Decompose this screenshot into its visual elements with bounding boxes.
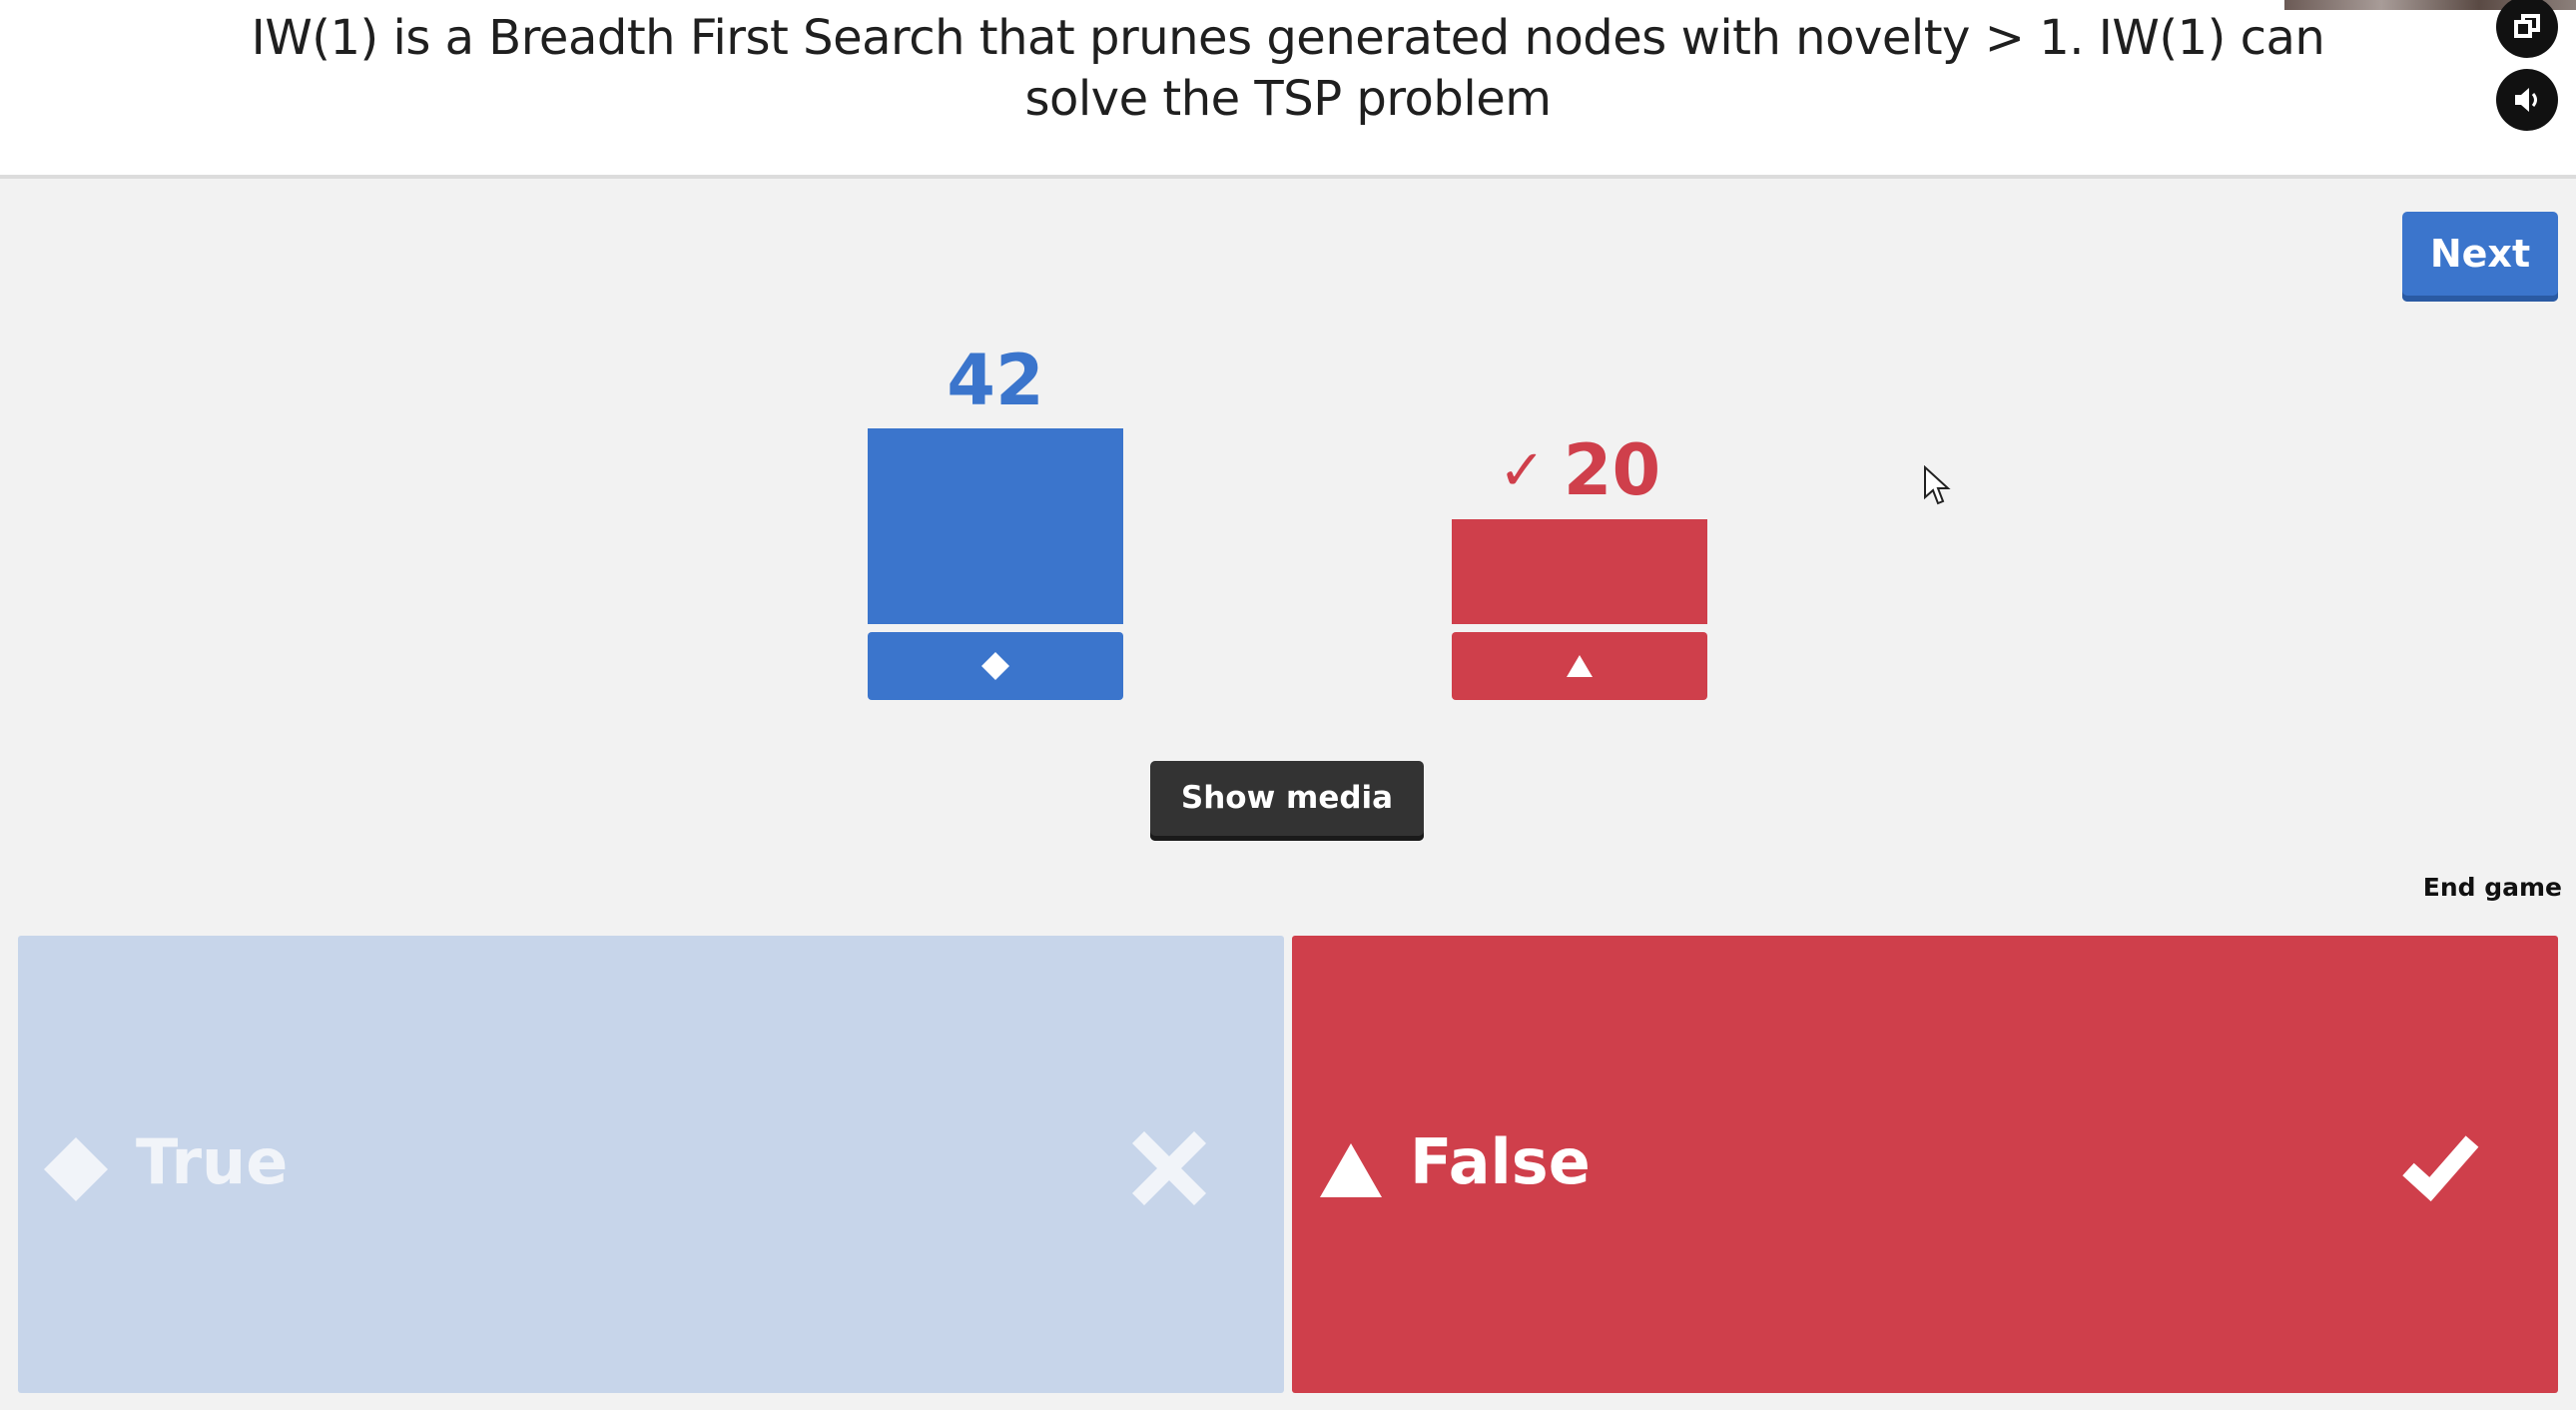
speaker-icon [2515,88,2537,112]
true-result-bar [868,428,1123,624]
webcam-thumbnail [2284,0,2576,10]
triangle-icon [1567,655,1593,677]
sound-button[interactable] [2496,69,2558,131]
diamond-icon [44,1137,108,1201]
answer-true[interactable]: True [18,936,1284,1393]
fullscreen-icon [2514,14,2540,38]
answer-true-label: True [136,1125,289,1198]
next-button[interactable]: Next [2402,212,2558,302]
answer-false[interactable]: False [1292,936,2558,1393]
incorrect-x-icon [1132,1131,1206,1205]
show-media-button[interactable]: Show media [1150,761,1424,841]
true-count: 42 [947,340,1044,421]
true-bar-base [868,632,1123,700]
false-count-group: ✓ 20 [1452,425,1707,515]
mouse-cursor-icon [1924,465,1951,505]
false-bar-base [1452,632,1707,700]
answer-false-label: False [1410,1125,1591,1198]
correct-check-icon [2402,1135,2479,1202]
end-game-link[interactable]: End game [2422,873,2562,902]
question-text: IW(1) is a Breadth First Search that pru… [251,10,2325,127]
false-count: 20 [1563,429,1661,511]
diamond-icon [981,652,1009,680]
fullscreen-button[interactable] [2496,0,2558,58]
triangle-icon [1320,1143,1382,1197]
false-result-bar [1452,519,1707,624]
question-header: IW(1) is a Breadth First Search that pru… [0,0,2576,179]
correct-check-icon: ✓ [1498,437,1546,503]
